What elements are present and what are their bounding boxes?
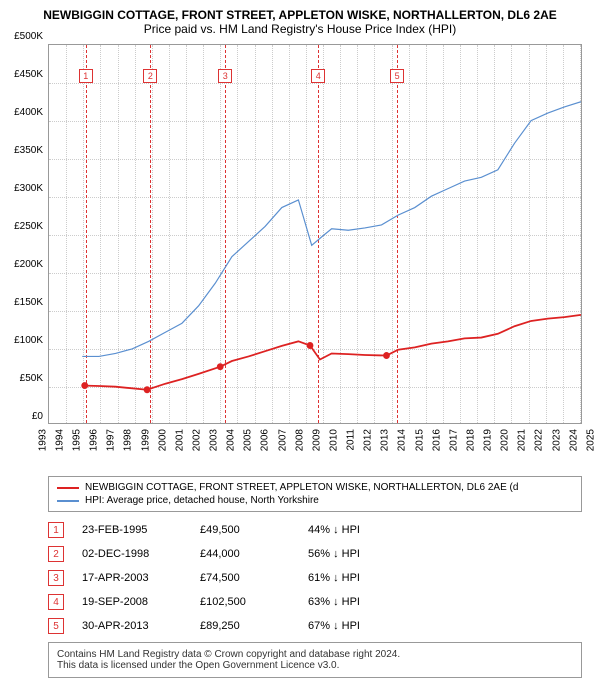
legend: NEWBIGGIN COTTAGE, FRONT STREET, APPLETO… xyxy=(48,476,582,512)
legend-label: NEWBIGGIN COTTAGE, FRONT STREET, APPLETO… xyxy=(85,482,518,493)
x-tick-label: 2021 xyxy=(517,429,528,451)
y-tick-label: £450K xyxy=(3,69,43,80)
legend-swatch xyxy=(57,500,79,502)
row-price: £102,500 xyxy=(200,596,290,608)
legend-label: HPI: Average price, detached house, Nort… xyxy=(85,495,319,506)
plot-area: £0£50K£100K£150K£200K£250K£300K£350K£400… xyxy=(48,44,582,424)
x-tick-label: 1996 xyxy=(88,429,99,451)
x-tick-label: 2002 xyxy=(191,429,202,451)
x-tick-label: 2004 xyxy=(225,429,236,451)
x-tick-label: 2014 xyxy=(397,429,408,451)
data-point xyxy=(383,352,390,359)
chart-title-line2: Price paid vs. HM Land Registry's House … xyxy=(8,22,592,36)
x-tick-label: 1999 xyxy=(140,429,151,451)
table-row: 3 17-APR-2003 £74,500 61% ↓ HPI xyxy=(48,566,582,590)
x-tick-label: 2018 xyxy=(465,429,476,451)
row-diff: 44% ↓ HPI xyxy=(308,524,418,536)
x-tick-label: 2003 xyxy=(208,429,219,451)
row-diff: 61% ↓ HPI xyxy=(308,572,418,584)
x-tick-label: 2017 xyxy=(448,429,459,451)
legend-swatch xyxy=(57,487,79,489)
row-price: £49,500 xyxy=(200,524,290,536)
y-tick-label: £350K xyxy=(3,145,43,156)
y-tick-label: £50K xyxy=(3,373,43,384)
footer: Contains HM Land Registry data © Crown c… xyxy=(48,642,582,678)
x-tick-label: 1993 xyxy=(37,429,48,451)
y-axis-labels: £0£50K£100K£150K£200K£250K£300K£350K£400… xyxy=(7,37,47,415)
x-tick-label: 1997 xyxy=(106,429,117,451)
row-num-box: 3 xyxy=(48,570,64,586)
x-tick-label: 2000 xyxy=(157,429,168,451)
y-tick-label: £400K xyxy=(3,107,43,118)
table-row: 4 19-SEP-2008 £102,500 63% ↓ HPI xyxy=(48,590,582,614)
x-axis-labels: 1993199419951996199719981999200020012002… xyxy=(49,425,581,469)
line-series xyxy=(49,45,581,423)
y-tick-label: £150K xyxy=(3,297,43,308)
row-num-box: 5 xyxy=(48,618,64,634)
y-tick-label: £0 xyxy=(3,411,43,422)
y-tick-label: £200K xyxy=(3,259,43,270)
row-num-box: 1 xyxy=(48,522,64,538)
x-tick-label: 2010 xyxy=(328,429,339,451)
table-row: 5 30-APR-2013 £89,250 67% ↓ HPI xyxy=(48,614,582,638)
row-date: 30-APR-2013 xyxy=(82,620,182,632)
x-tick-label: 2016 xyxy=(431,429,442,451)
x-tick-label: 2007 xyxy=(277,429,288,451)
series-hpi xyxy=(82,102,581,357)
data-point xyxy=(144,386,151,393)
row-diff: 63% ↓ HPI xyxy=(308,596,418,608)
data-point xyxy=(81,382,88,389)
x-tick-label: 2008 xyxy=(294,429,305,451)
y-tick-label: £100K xyxy=(3,335,43,346)
row-date: 23-FEB-1995 xyxy=(82,524,182,536)
x-tick-label: 2012 xyxy=(362,429,373,451)
y-tick-label: £500K xyxy=(3,31,43,42)
x-tick-label: 1994 xyxy=(54,429,65,451)
y-tick-label: £250K xyxy=(3,221,43,232)
data-point xyxy=(217,363,224,370)
legend-item: NEWBIGGIN COTTAGE, FRONT STREET, APPLETO… xyxy=(57,481,573,494)
table-row: 1 23-FEB-1995 £49,500 44% ↓ HPI xyxy=(48,518,582,542)
x-tick-label: 2001 xyxy=(174,429,185,451)
row-price: £44,000 xyxy=(200,548,290,560)
data-point xyxy=(307,342,314,349)
row-price: £89,250 xyxy=(200,620,290,632)
x-tick-label: 2013 xyxy=(380,429,391,451)
x-tick-label: 2020 xyxy=(499,429,510,451)
x-tick-label: 2025 xyxy=(585,429,596,451)
x-tick-label: 2015 xyxy=(414,429,425,451)
chart-title-line1: NEWBIGGIN COTTAGE, FRONT STREET, APPLETO… xyxy=(8,8,592,22)
legend-item: HPI: Average price, detached house, Nort… xyxy=(57,494,573,507)
row-date: 02-DEC-1998 xyxy=(82,548,182,560)
x-tick-label: 1998 xyxy=(123,429,134,451)
row-diff: 56% ↓ HPI xyxy=(308,548,418,560)
x-tick-label: 2009 xyxy=(311,429,322,451)
x-tick-label: 1995 xyxy=(71,429,82,451)
y-tick-label: £300K xyxy=(3,183,43,194)
table-row: 2 02-DEC-1998 £44,000 56% ↓ HPI xyxy=(48,542,582,566)
x-tick-label: 2011 xyxy=(345,429,356,451)
event-table: 1 23-FEB-1995 £49,500 44% ↓ HPI 2 02-DEC-1998… xyxy=(48,518,582,638)
x-tick-label: 2024 xyxy=(568,429,579,451)
x-tick-label: 2023 xyxy=(551,429,562,451)
series-price-paid xyxy=(85,315,581,390)
row-price: £74,500 xyxy=(200,572,290,584)
x-tick-label: 2005 xyxy=(243,429,254,451)
footer-line2: This data is licensed under the Open Gov… xyxy=(57,660,573,671)
chart-container: NEWBIGGIN COTTAGE, FRONT STREET, APPLETO… xyxy=(0,0,600,686)
footer-line1: Contains HM Land Registry data © Crown c… xyxy=(57,649,573,660)
row-diff: 67% ↓ HPI xyxy=(308,620,418,632)
row-date: 17-APR-2003 xyxy=(82,572,182,584)
x-tick-label: 2022 xyxy=(534,429,545,451)
row-num-box: 2 xyxy=(48,546,64,562)
row-num-box: 4 xyxy=(48,594,64,610)
x-tick-label: 2006 xyxy=(260,429,271,451)
x-tick-label: 2019 xyxy=(482,429,493,451)
row-date: 19-SEP-2008 xyxy=(82,596,182,608)
